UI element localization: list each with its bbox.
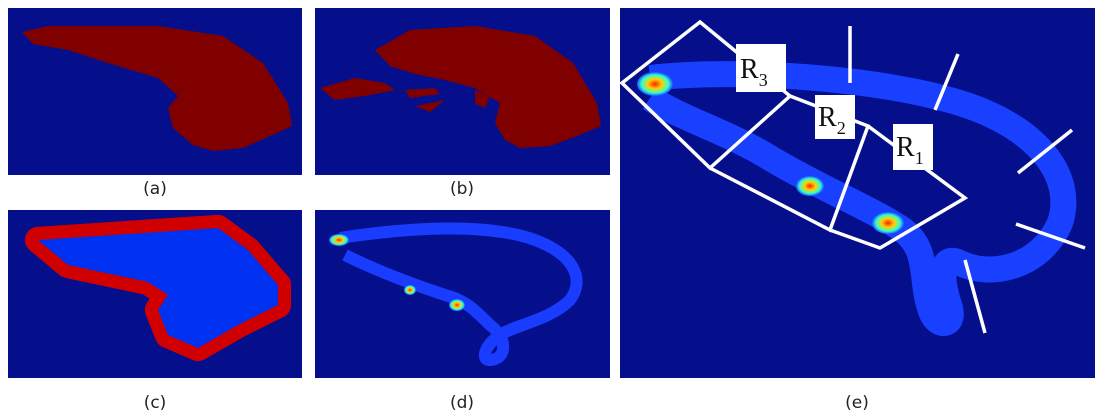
panel-b — [315, 8, 610, 175]
figure: (a) (b) (c) (d) — [0, 0, 1099, 415]
panel-label: (c) — [144, 393, 167, 413]
panel-label: (d) — [450, 393, 474, 413]
panel-e — [620, 8, 1095, 378]
panel-label: (a) — [143, 179, 167, 199]
panel-a — [8, 8, 302, 175]
panel-c — [8, 210, 302, 378]
panel-d — [315, 210, 610, 378]
panel-label: (e) — [845, 393, 869, 413]
panel-label: (b) — [450, 179, 474, 199]
